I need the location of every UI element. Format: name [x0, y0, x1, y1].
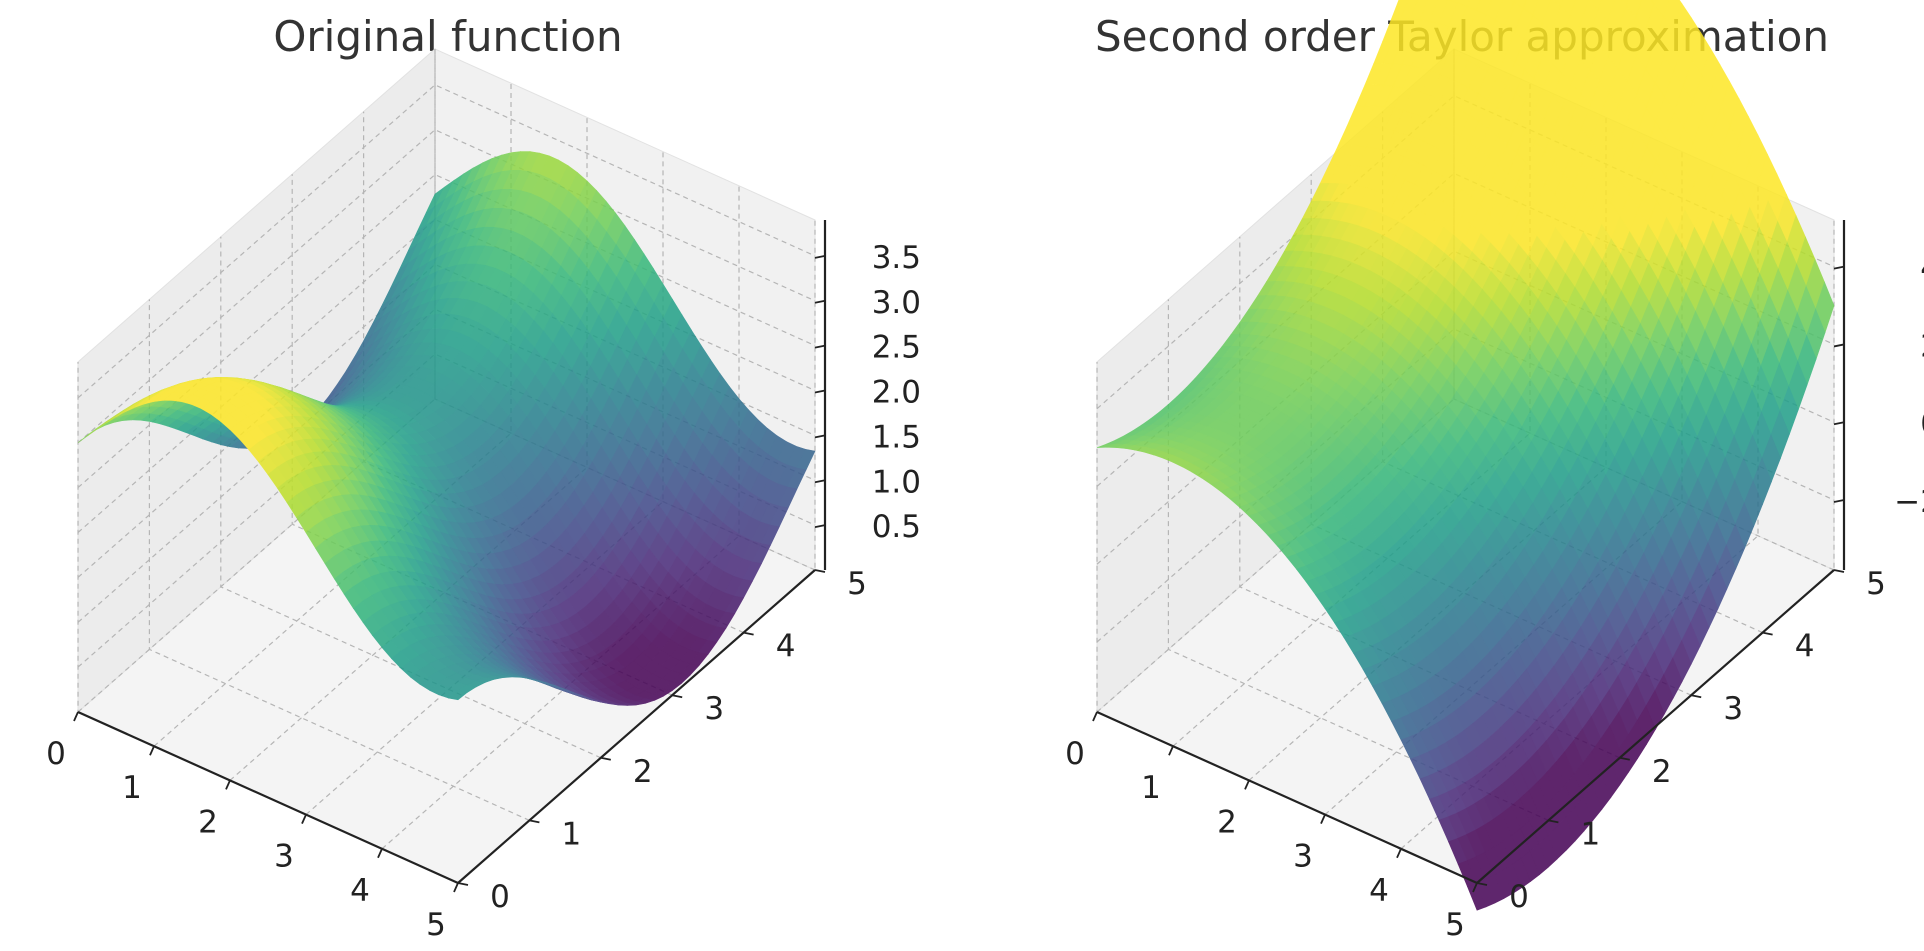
y-tick-label: 1	[562, 816, 582, 852]
y-tick	[1833, 569, 1845, 573]
z-tick-label: 3.0	[872, 285, 921, 321]
z-tick-label: 2.5	[872, 330, 921, 366]
x-tick	[301, 814, 307, 824]
y-tick	[672, 694, 683, 699]
z-tick	[1833, 421, 1845, 426]
y-tick	[1619, 756, 1630, 761]
x-tick	[1472, 882, 1478, 893]
x-tick-label: 5	[426, 907, 446, 943]
x-tick	[377, 848, 383, 859]
x-tick	[73, 711, 79, 722]
z-tick-label: 2	[1920, 328, 1924, 364]
y-tick	[743, 631, 754, 636]
x-tick-label: 0	[1065, 736, 1085, 772]
z-tick	[1833, 343, 1845, 348]
x-tick	[149, 745, 155, 756]
y-tick-label: 5	[847, 566, 867, 602]
y-tick-label: 2	[633, 754, 653, 790]
left-chart-title: Original function	[273, 12, 623, 61]
y-tick	[1691, 694, 1702, 699]
x-tick-label: 2	[198, 804, 218, 840]
z-tick	[1833, 499, 1845, 503]
y-tick	[457, 882, 469, 886]
x-tick-label: 1	[122, 770, 142, 806]
grid-line-y	[220, 236, 602, 759]
y-axis-line	[457, 569, 816, 884]
x-axis-line	[1096, 710, 1478, 885]
surface-mesh	[1096, 0, 1835, 911]
y-tick	[1476, 882, 1488, 886]
y-tick-label: 5	[1866, 566, 1886, 602]
z-tick-label: 0.5	[872, 509, 921, 545]
right-chart-panel: 0 1 2 3 4 5 0 1 2 3 4 5 −2 0 2 4	[1065, 0, 1924, 943]
y-tick	[529, 819, 540, 824]
x-tick-label: 4	[350, 873, 370, 909]
z-tick	[814, 344, 826, 349]
z-tick-label: 1.5	[872, 419, 921, 455]
x-tick-label: 5	[1445, 907, 1465, 943]
y-axis-line	[1476, 569, 1835, 884]
y-tick-label: 0	[1509, 879, 1529, 915]
z-tick	[1833, 265, 1845, 270]
x-tick-label: 2	[1217, 804, 1237, 840]
x-tick	[1396, 848, 1402, 859]
y-tick-label: 0	[490, 879, 510, 915]
z-tick-label: 3.5	[872, 240, 921, 276]
surface-cell	[447, 690, 468, 701]
x-tick-label: 4	[1369, 873, 1389, 909]
x-tick-label: 3	[1293, 839, 1313, 875]
z-tick-label: 1.0	[872, 464, 921, 500]
z-tick-label: 0	[1920, 406, 1924, 442]
x-axis-line	[77, 710, 459, 885]
y-tick-label: 3	[704, 691, 724, 727]
z-tick	[814, 299, 826, 304]
z-tick-label: 2.0	[872, 375, 921, 411]
y-tick-label: 2	[1652, 754, 1672, 790]
z-tick-label: −2	[1894, 484, 1924, 520]
z-tick	[814, 479, 826, 484]
y-tick-label: 1	[1581, 816, 1601, 852]
x-tick	[1092, 711, 1098, 722]
z-tick-label: 4	[1920, 251, 1924, 287]
y-tick	[814, 569, 826, 573]
z-tick	[814, 255, 826, 259]
y-tick	[1762, 631, 1773, 636]
x-tick	[1168, 745, 1174, 756]
x-tick-label: 3	[274, 839, 294, 875]
y-tick	[600, 756, 611, 761]
x-tick-label: 0	[46, 736, 66, 772]
x-tick	[225, 780, 231, 790]
x-tick-label: 1	[1141, 770, 1161, 806]
x-tick	[1320, 814, 1326, 824]
y-tick-label: 4	[1795, 629, 1815, 665]
z-tick	[814, 389, 826, 394]
y-tick	[1548, 819, 1559, 824]
y-tick-label: 4	[776, 629, 796, 665]
x-tick	[453, 882, 459, 893]
y-tick-label: 3	[1723, 691, 1743, 727]
surface-cell	[1467, 883, 1487, 911]
surface-mesh	[77, 151, 816, 706]
z-tick	[814, 524, 826, 529]
z-tick	[814, 434, 826, 439]
x-tick	[1244, 780, 1250, 790]
